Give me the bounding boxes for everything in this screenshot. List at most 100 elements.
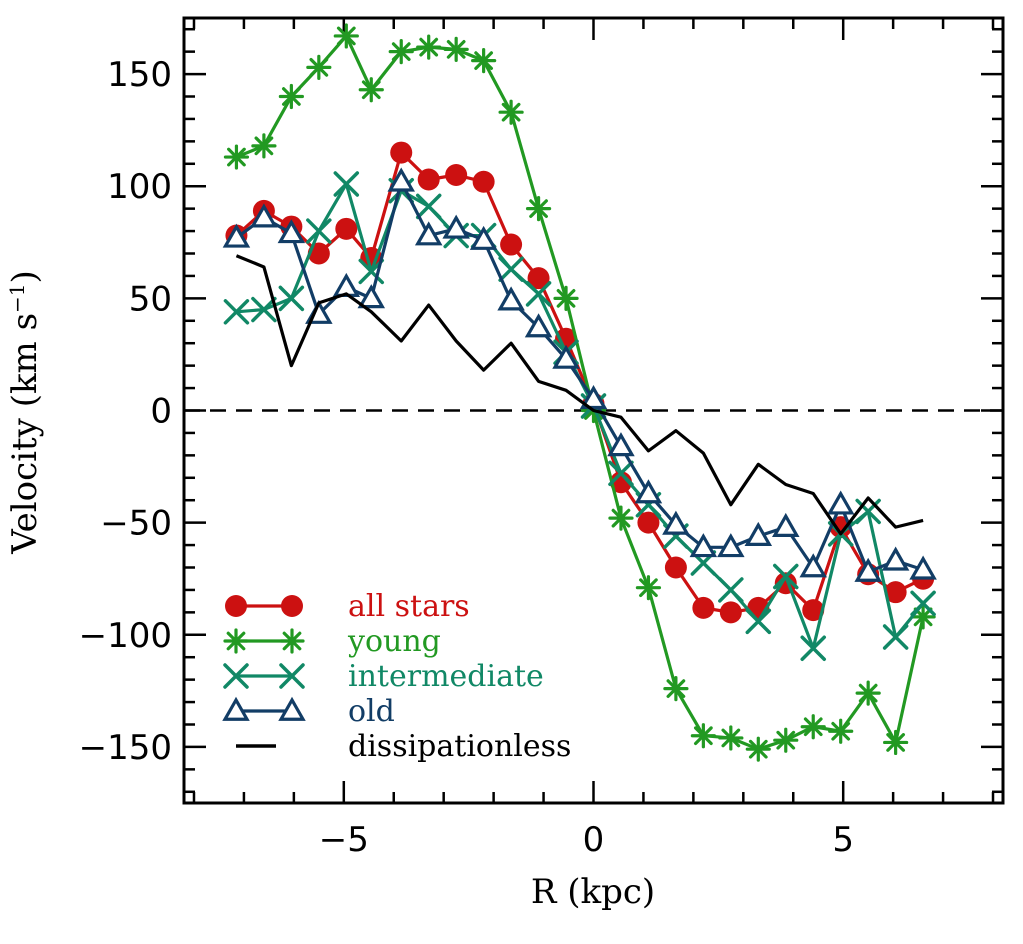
asterisk-stroke: [227, 147, 246, 167]
data-point-cross: [855, 498, 881, 525]
asterisk-stroke: [226, 631, 246, 651]
data-point-triangle: [469, 225, 498, 250]
data-point-triangle: [222, 223, 251, 248]
data-point-asterisk: [855, 680, 881, 706]
cross-stroke: [223, 299, 250, 325]
series-line-intermediate: [236, 182, 925, 650]
legend-label: intermediate: [348, 659, 544, 694]
data-point-cross: [223, 299, 250, 325]
asterisk-stroke: [446, 40, 466, 59]
data-point-triangle: [689, 533, 718, 558]
asterisk-stroke: [309, 57, 329, 77]
data-point-triangle: [634, 479, 663, 504]
legend-item-old: old: [222, 694, 395, 729]
x-tick-label: −5: [319, 820, 369, 860]
data-point-asterisk: [745, 736, 771, 762]
asterisk-stroke: [858, 683, 878, 703]
data-point-asterisk: [718, 725, 744, 751]
asterisk-stroke: [721, 728, 741, 748]
cross-stroke: [279, 663, 305, 689]
data-point-asterisk: [416, 34, 442, 60]
data-point-triangle: [222, 696, 250, 721]
data-point-triangle: [357, 284, 386, 309]
legend-label: all stars: [348, 589, 470, 624]
asterisk-stroke: [776, 730, 796, 750]
cross-stroke: [800, 635, 826, 661]
data-point-triangle: [881, 546, 910, 571]
x-axis-title: R (kpc): [531, 872, 655, 912]
legend-item-dissipationless: dissipationless: [236, 729, 571, 764]
data-point-asterisk: [553, 285, 579, 311]
series-intermediate: [223, 171, 936, 661]
data-point-asterisk: [388, 39, 414, 65]
data-point-circle: [472, 170, 495, 193]
data-point-circle: [390, 141, 413, 164]
data-point-cross: [718, 577, 744, 603]
data-point-circle: [637, 511, 660, 534]
cross-stroke: [608, 460, 634, 487]
data-point-triangle: [772, 512, 800, 537]
series-old: [222, 167, 937, 582]
asterisk-stroke: [419, 37, 439, 57]
y-axis-title-main: Velocity (km s: [5, 313, 45, 555]
cross-stroke: [525, 281, 552, 307]
data-point-asterisk: [333, 23, 359, 49]
data-point-triangle: [250, 203, 278, 228]
cross-stroke: [333, 171, 360, 197]
data-point-triangle: [854, 557, 882, 582]
data-point-circle: [335, 217, 358, 240]
asterisk-stroke: [254, 136, 274, 156]
legend-label: old: [348, 694, 395, 729]
data-point-asterisk: [306, 54, 332, 80]
asterisk-stroke: [886, 733, 906, 752]
data-point-triangle: [414, 221, 443, 246]
y-tick-label: −100: [79, 616, 172, 656]
data-point-cross: [279, 663, 305, 689]
data-point-triangle: [826, 490, 855, 515]
asterisk-stroke: [282, 631, 302, 651]
x-tick-label: 5: [832, 820, 854, 860]
data-point-asterisk: [251, 133, 277, 159]
y-tick-label: 150: [107, 55, 172, 95]
y-axis-title-close: ): [5, 270, 45, 283]
asterisk-stroke: [361, 80, 381, 100]
data-point-asterisk: [773, 727, 799, 753]
cross-stroke: [251, 296, 277, 323]
asterisk-stroke: [391, 42, 411, 62]
cross-stroke: [718, 577, 744, 603]
asterisk-stroke: [474, 51, 494, 70]
data-point-cross: [415, 193, 442, 220]
asterisk-stroke: [281, 87, 301, 106]
data-point-asterisk: [498, 99, 524, 125]
y-tick-label: −50: [100, 504, 172, 544]
axis-ticks: [184, 18, 1003, 803]
asterisk-stroke: [913, 607, 933, 627]
series-line-old: [235, 180, 924, 574]
series-layer: [222, 23, 937, 762]
data-point-cross: [608, 460, 634, 487]
cross-stroke: [498, 256, 524, 282]
series-all-stars: [225, 141, 935, 624]
y-axis-title: Velocity (km s−1): [5, 270, 45, 555]
data-point-cross: [525, 281, 552, 307]
data-point-asterisk: [223, 628, 249, 654]
data-point-asterisk: [663, 676, 689, 702]
data-point-triangle: [524, 313, 553, 338]
legend-label: dissipationless: [348, 729, 571, 764]
data-point-cross: [333, 171, 360, 197]
data-point-triangle: [579, 385, 608, 410]
y-tick-label: 0: [150, 392, 172, 432]
data-point-cross: [882, 624, 909, 650]
data-point-cross: [306, 218, 332, 244]
data-point-asterisk: [471, 48, 497, 74]
data-point-asterisk: [278, 83, 304, 110]
asterisk-stroke: [611, 508, 631, 528]
y-axis-title-exponent: −1: [5, 283, 29, 312]
y-tick-label: −150: [79, 728, 172, 768]
asterisk-stroke: [556, 288, 576, 308]
data-point-asterisk: [690, 723, 716, 749]
data-point-circle: [719, 601, 742, 624]
data-point-triangle: [799, 553, 827, 578]
data-point-circle: [225, 595, 247, 617]
